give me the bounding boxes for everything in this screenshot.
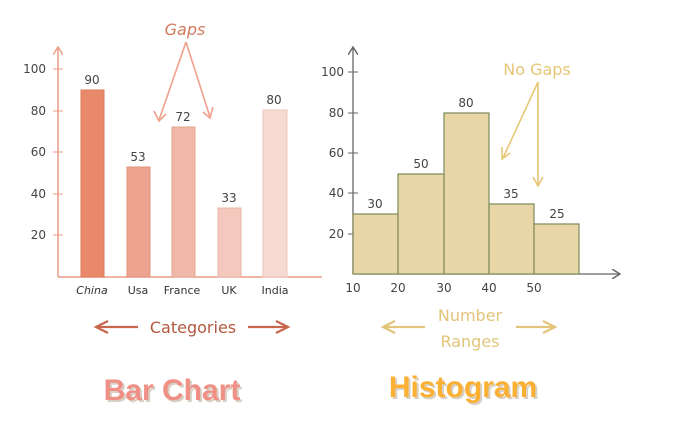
histogram: 20 40 60 80 100 30 50 80 35 25 10 20 30 … [321,47,620,406]
hist-value-label: 25 [549,207,564,221]
y-tick-label: 40 [329,186,344,200]
number-label: Number [438,306,503,325]
x-tick-label: 30 [436,281,451,295]
histogram-title-shadow: Histogram [391,373,539,406]
hist-value-label: 80 [458,96,473,110]
hist-y-ticks: 20 40 60 80 100 [321,65,358,241]
category-label: France [164,284,201,297]
bar-india [262,109,288,278]
bar-value-label: 53 [130,150,145,164]
y-tick-label: 60 [329,146,344,160]
y-tick-label: 100 [321,65,344,79]
category-label: China [76,284,108,297]
no-gaps-arrows [501,81,544,188]
gaps-arrows [153,41,214,123]
y-tick-label: 60 [31,145,46,159]
y-tick-label: 20 [329,227,344,241]
x-tick-label: 20 [390,281,405,295]
bars [80,89,288,278]
bin-50-60 [533,223,580,275]
y-tick-label: 20 [31,228,46,242]
ranges-label: Ranges [440,332,499,351]
x-tick-label: 40 [481,281,496,295]
x-tick-label: 50 [526,281,541,295]
hist-value-label: 35 [503,187,518,201]
bar-value-label: 80 [266,93,281,107]
y-tick-label: 40 [31,187,46,201]
bar-y-ticks: 20 40 60 80 100 [23,62,63,242]
x-tick-label: 10 [345,281,360,295]
hist-value-label: 30 [367,197,382,211]
hist-bins [352,112,580,275]
hist-value-label: 50 [413,157,428,171]
bin-40-50 [488,203,535,275]
bar-chart-title: Bar Chart [104,374,241,407]
number-ranges-arrow [380,320,558,334]
histogram-title: Histogram [389,371,537,404]
bar-usa [126,166,151,278]
bar-value-label: 33 [221,191,236,205]
y-tick-label: 80 [329,106,344,120]
bin-10-20 [352,213,399,275]
bin-20-30 [397,173,445,275]
bar-china [80,89,105,278]
bar-chart-title-shadow: Bar Chart [106,376,243,409]
bar-uk [217,207,242,278]
category-label: UK [221,284,237,297]
bin-30-40 [443,112,490,275]
bar-france [171,126,196,278]
bar-chart: 20 40 60 80 100 90 53 72 33 80 China Usa… [23,20,322,409]
categories-label: Categories [150,318,236,337]
bar-value-label: 72 [175,110,190,124]
y-tick-label: 80 [31,104,46,118]
categories-arrow [93,320,291,334]
y-tick-label: 100 [23,62,46,76]
category-label: India [262,284,289,297]
bar-value-label: 90 [84,73,99,87]
category-label: Usa [128,284,149,297]
no-gaps-annotation: No Gaps [503,60,571,79]
gaps-annotation: Gaps [165,20,206,39]
